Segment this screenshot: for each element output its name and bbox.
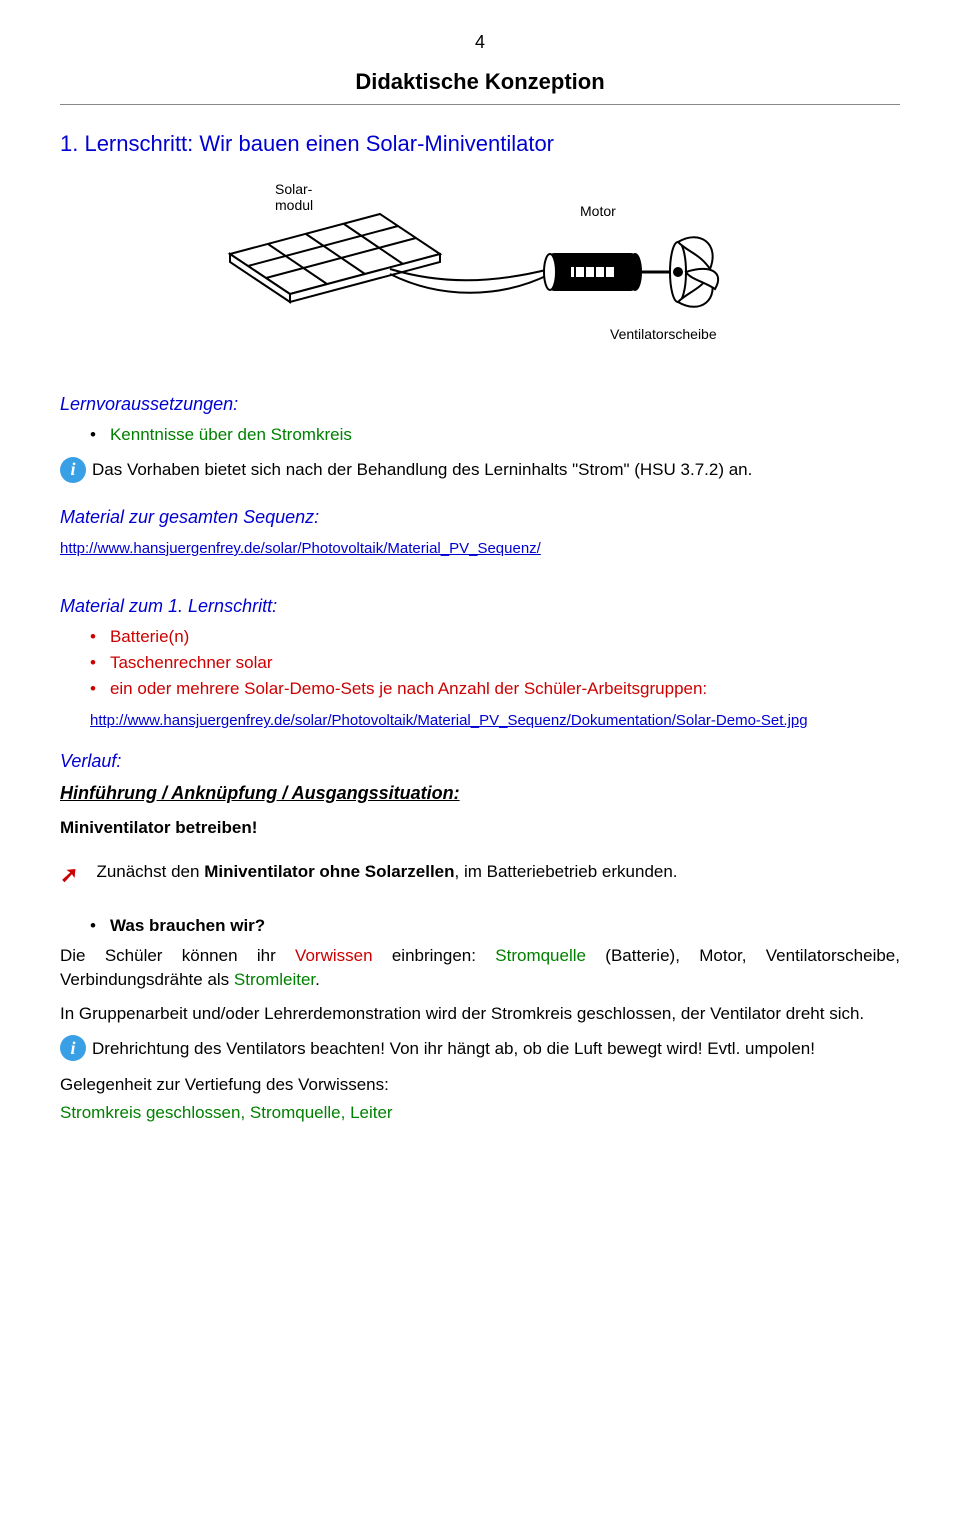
bullet-solar-demo-sets: ein oder mehrere Solar-Demo-Sets je nach…: [90, 677, 900, 701]
miniventilator-betreiben: Miniventilator betreiben!: [60, 816, 900, 840]
info-line-1: i Das Vorhaben bietet sich nach der Beha…: [60, 457, 900, 483]
t1: Die Schüler können ihr: [60, 946, 295, 965]
bullet-taschenrechner: Taschenrechner solar: [90, 651, 900, 675]
t4: .: [315, 970, 320, 989]
arrow-icon: ➚: [60, 860, 78, 891]
info-text-1: Das Vorhaben bietet sich nach der Behand…: [92, 458, 752, 482]
arrow-bold: Miniventilator ohne Solarzellen: [204, 862, 454, 881]
page-title: Didaktische Konzeption: [60, 67, 900, 98]
lernvoraussetzungen-heading: Lernvoraussetzungen:: [60, 392, 900, 417]
material-lernschritt-list: Batterie(n) Taschenrechner solar ein ode…: [60, 625, 900, 700]
green-summary: Stromkreis geschlossen, Stromquelle, Lei…: [60, 1101, 900, 1125]
page-number: 4: [60, 30, 900, 55]
bullet-batterien: Batterie(n): [90, 625, 900, 649]
link-solar-demo-set[interactable]: http://www.hansjuergenfrey.de/solar/Phot…: [60, 710, 900, 731]
label-ventilatorscheibe: Ventilatorscheibe: [610, 326, 717, 342]
stromleiter: Stromleiter: [234, 970, 315, 989]
arrow-pre: Zunächst den: [96, 862, 204, 881]
was-brauchen-list: Was brauchen wir?: [60, 914, 900, 938]
info-text-2: Drehrichtung des Ventilators beachten! V…: [92, 1037, 815, 1061]
gelegenheit-text: Gelegenheit zur Vertiefung des Vorwissen…: [60, 1073, 900, 1097]
t2: einbringen:: [373, 946, 496, 965]
label-solarmodul-2: modul: [275, 197, 313, 213]
arrow-post: , im Batteriebetrieb erkunden.: [455, 862, 678, 881]
die-schueler-paragraph: Die Schüler können ihr Vorwissen einbrin…: [60, 944, 900, 992]
lernvoraussetzungen-list: Kenntnisse über den Stromkreis: [60, 423, 900, 447]
divider: [60, 104, 900, 105]
label-motor: Motor: [580, 203, 616, 219]
verlauf-subheading: Hinführung / Anknüpfung / Ausgangssituat…: [60, 781, 900, 806]
info-icon: i: [60, 457, 86, 483]
material-lernschritt-heading: Material zum 1. Lernschritt:: [60, 594, 900, 619]
was-brauchen-q: Was brauchen wir?: [110, 916, 265, 935]
link-material-sequenz[interactable]: http://www.hansjuergenfrey.de/solar/Phot…: [60, 540, 541, 557]
arrow-text: Zunächst den Miniventilator ohne Solarze…: [96, 860, 677, 884]
arrow-instruction: ➚ Zunächst den Miniventilator ohne Solar…: [60, 860, 900, 891]
stromquelle: Stromquelle: [495, 946, 586, 965]
verlauf-heading: Verlauf:: [60, 749, 900, 774]
section-heading: 1. Lernschritt: Wir bauen einen Solar-Mi…: [60, 129, 900, 160]
solar-diagram: Solar- modul Motor Ventilatorscheibe: [190, 174, 770, 364]
info-icon: i: [60, 1035, 86, 1061]
info-line-2: i Drehrichtung des Ventilators beachten!…: [60, 1035, 900, 1061]
gruppenarbeit-paragraph: In Gruppenarbeit und/oder Lehrerdemonstr…: [60, 1002, 900, 1026]
vorwissen: Vorwissen: [295, 946, 372, 965]
material-sequenz-heading: Material zur gesamten Sequenz:: [60, 505, 900, 530]
bullet-stromkreis: Kenntnisse über den Stromkreis: [110, 425, 352, 444]
label-solarmodul-1: Solar-: [275, 181, 313, 197]
